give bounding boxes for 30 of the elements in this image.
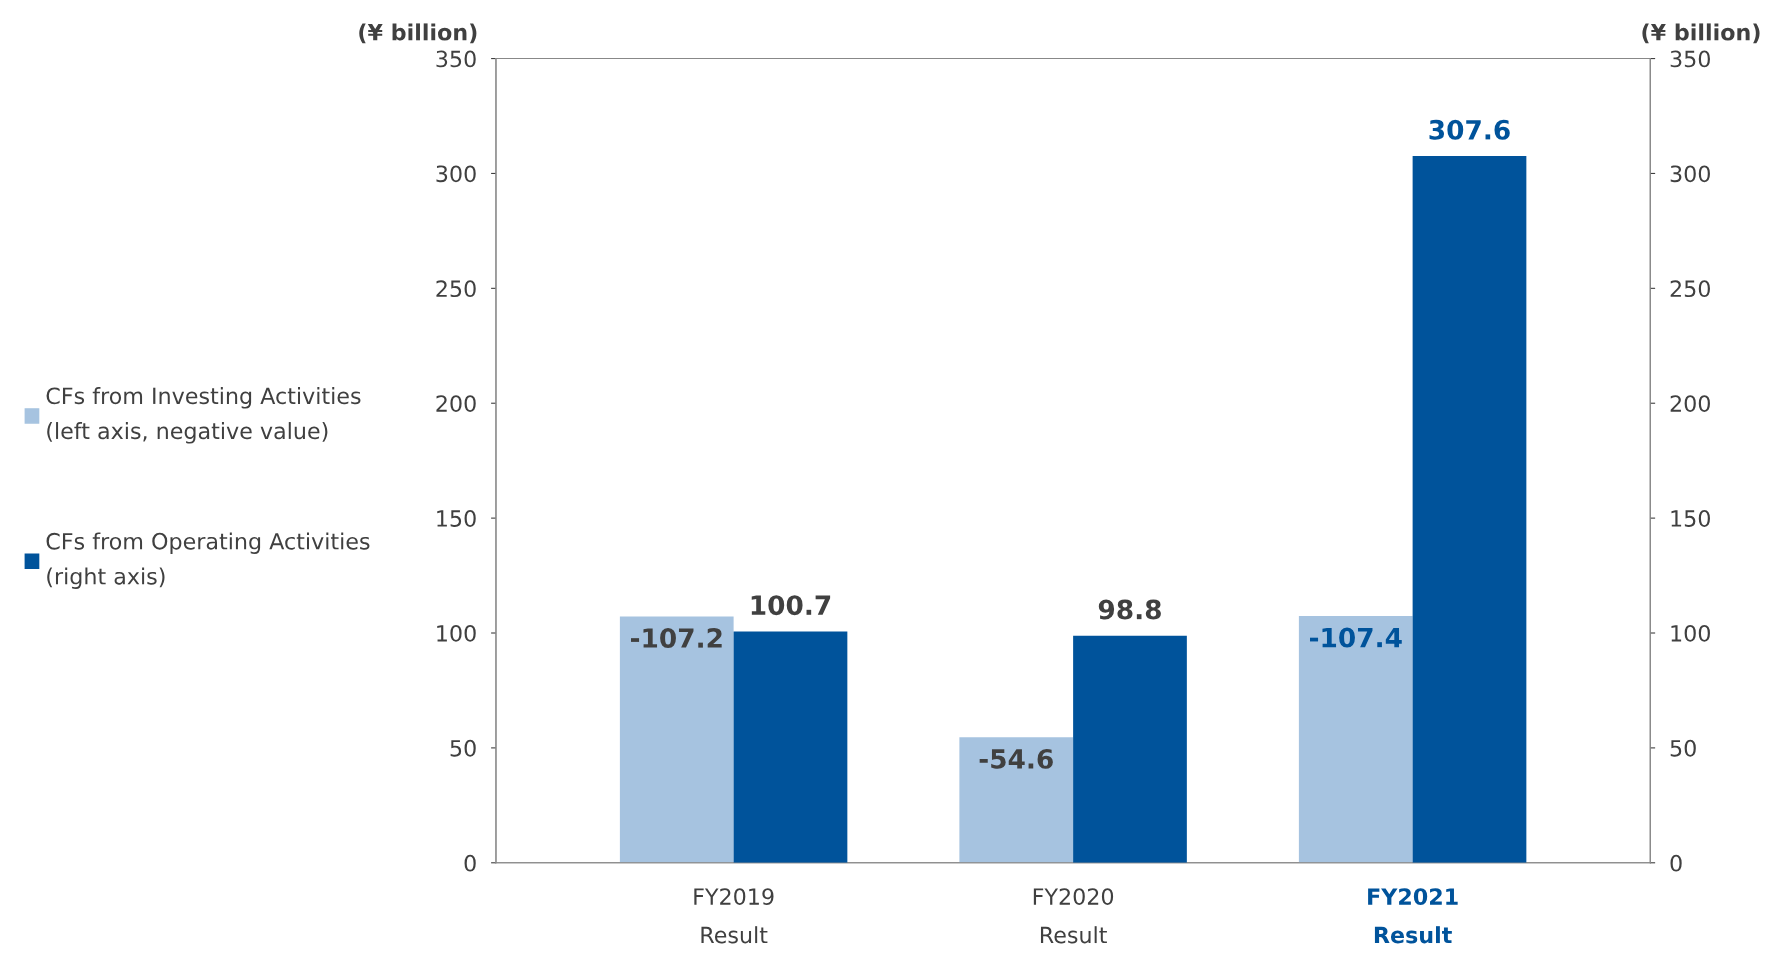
data-label: 100.7 bbox=[751, 595, 831, 616]
bar bbox=[1412, 155, 1527, 863]
x-tick-label: FY2020 Result bbox=[1033, 888, 1114, 944]
legend-label: CFs from Operating Activities (right axis) bbox=[46, 532, 370, 589]
y2-tick-label: 250 bbox=[1670, 280, 1710, 298]
y2-tick-label: 50 bbox=[1670, 739, 1696, 757]
y-tick-label: 300 bbox=[436, 165, 476, 183]
y2-axis-title: (¥ billion) bbox=[1642, 23, 1760, 44]
y2-tick-label: 0 bbox=[1670, 854, 1682, 872]
data-label: 98.8 bbox=[1098, 599, 1161, 620]
y2-tick-label: 300 bbox=[1670, 165, 1710, 183]
y-tick-label: 350 bbox=[436, 50, 476, 68]
y-tick-label: 50 bbox=[450, 739, 476, 757]
x-tick-label: FY2021 Result bbox=[1368, 888, 1458, 944]
y-tick-label: 100 bbox=[437, 624, 476, 642]
y-axis-title: (¥ billion) bbox=[359, 23, 477, 44]
y2-tick-label: 100 bbox=[1671, 624, 1710, 642]
y-tick-label: 0 bbox=[464, 854, 476, 872]
y-tick-label: 200 bbox=[436, 395, 476, 412]
y-tick-label: 250 bbox=[436, 280, 476, 298]
y2-tick-label: 350 bbox=[1670, 50, 1710, 68]
x-tick-label: FY2019 Result bbox=[694, 888, 774, 944]
y2-tick-label: 200 bbox=[1670, 395, 1710, 412]
data-label: -54.6 bbox=[979, 748, 1053, 769]
data-label: -107.2 bbox=[630, 628, 722, 648]
legend-label: CFs from Investing Activities (left axis, negative value) bbox=[46, 387, 361, 444]
data-label: -107.4 bbox=[1309, 627, 1402, 648]
y2-tick-label: 150 bbox=[1671, 510, 1710, 527]
data-label: 307.6 bbox=[1429, 119, 1510, 140]
y-tick-label: 150 bbox=[437, 510, 476, 527]
